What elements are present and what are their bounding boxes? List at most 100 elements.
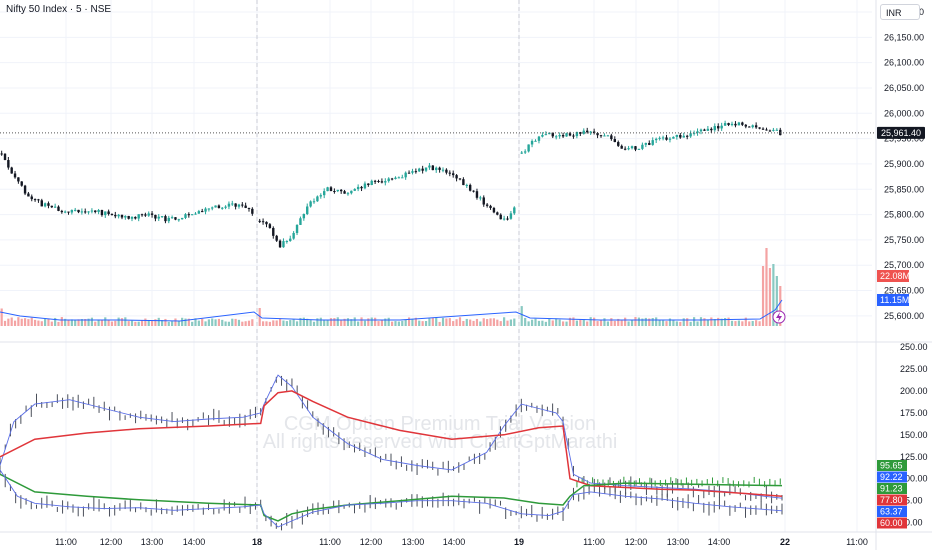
volume-bar — [727, 317, 730, 326]
volume-bar — [241, 321, 244, 326]
indicator-line-upper — [0, 374, 783, 499]
candle-body — [247, 207, 251, 209]
volume-bar — [720, 318, 723, 326]
indicator-value-label: 91.23 — [880, 484, 903, 494]
volume-bar — [184, 318, 187, 326]
volume-bar — [530, 319, 534, 326]
candle-body — [339, 189, 343, 192]
volume-bar — [258, 308, 261, 326]
volume-bar — [496, 319, 499, 326]
price-tick-label: 25,650.00 — [884, 286, 924, 296]
candle-body — [73, 209, 77, 211]
price-tick-label: 25,800.00 — [884, 210, 924, 220]
candle-body — [306, 206, 309, 215]
candle-body — [67, 211, 70, 213]
candle-body — [492, 207, 496, 213]
candle-body — [154, 214, 157, 219]
candle-body — [356, 186, 360, 190]
candle-body — [350, 190, 353, 194]
volume-bar — [247, 320, 251, 326]
candle-body — [727, 123, 730, 126]
candle-body — [137, 214, 140, 219]
price-axis[interactable]: 25,600.00 25,650.00 25,700.00 25,750.00 25,8… — [884, 7, 928, 528]
indicator-value-label: 95.65 — [880, 461, 903, 471]
candle-body — [431, 165, 435, 171]
candle-body — [167, 217, 170, 222]
candle-body — [737, 122, 741, 126]
candle-body — [43, 203, 47, 207]
price-tick-label: 25,850.00 — [884, 184, 924, 194]
volume-bar — [524, 317, 527, 326]
volume-bar — [157, 317, 160, 326]
symbol-title[interactable]: Nifty 50 Index · 5 · NSE — [6, 4, 112, 15]
indicator-line-red — [0, 390, 783, 498]
candle-body — [160, 216, 164, 218]
volume-bar — [272, 320, 275, 326]
volume-bar — [64, 318, 67, 326]
candle-body — [404, 172, 407, 178]
indicator-tick-label: 100.00 — [900, 474, 928, 484]
candle-body — [367, 183, 370, 186]
price-tick-label: 25,700.00 — [884, 260, 924, 270]
volume-bar — [696, 321, 699, 326]
candle-body — [23, 185, 27, 194]
volume-bar — [134, 321, 137, 326]
candle-body — [174, 217, 177, 220]
time-tick-label: 13:00 — [141, 537, 164, 547]
candle-body — [390, 178, 394, 180]
currency-button[interactable]: INR — [880, 4, 920, 20]
volume-bar — [124, 317, 127, 326]
candle-body — [104, 211, 107, 216]
volume-bar — [114, 320, 117, 326]
volume-bar — [197, 320, 200, 326]
volume-bar — [544, 321, 547, 326]
volume-bar — [346, 318, 350, 326]
volume-bar — [404, 319, 407, 326]
volume-bar — [171, 321, 174, 326]
candle-body — [703, 129, 706, 131]
volume-bar — [617, 318, 620, 326]
candle-body — [568, 133, 572, 136]
candle-body — [107, 211, 110, 215]
lightning-alert-icon[interactable] — [772, 310, 786, 324]
premium-dots — [0, 375, 783, 531]
candle-body — [438, 167, 441, 170]
candle-body — [272, 227, 275, 236]
candle-body — [579, 132, 582, 134]
candle-body — [448, 172, 452, 174]
volume-bar — [309, 319, 312, 326]
volume-bar — [644, 317, 647, 326]
candle-body — [634, 146, 637, 150]
volume-bar — [70, 319, 73, 326]
candle-body — [289, 238, 292, 242]
volume-bar — [251, 319, 254, 326]
candle-body — [489, 205, 492, 208]
candle-body — [234, 203, 237, 207]
volume-badge — [877, 270, 909, 282]
candle-body — [699, 129, 703, 132]
candle-body — [411, 171, 414, 173]
volume-bar — [534, 318, 537, 326]
volume-bar — [452, 321, 455, 326]
candle-body — [237, 204, 241, 207]
volume-bar — [130, 320, 134, 326]
volume-bar — [603, 318, 606, 326]
candle-body — [741, 122, 744, 125]
time-axis[interactable]: 11:00 12:00 13:00 14:00 18 11:00 12:00 13:00 14:… — [55, 537, 868, 547]
candle-body — [190, 214, 194, 216]
volume-bar — [675, 321, 678, 326]
candle-body — [665, 137, 668, 140]
volume-bar — [448, 318, 451, 326]
volume-bar — [384, 318, 387, 326]
price-tick-label: 25,750.00 — [884, 235, 924, 245]
candle-body — [748, 126, 751, 128]
volume-bar — [620, 320, 623, 326]
candle-body — [285, 241, 289, 243]
candle-body — [451, 173, 455, 176]
candle-body — [127, 215, 130, 219]
candle-body — [661, 137, 665, 139]
volume-bar — [672, 319, 675, 326]
candle-body — [637, 148, 641, 150]
